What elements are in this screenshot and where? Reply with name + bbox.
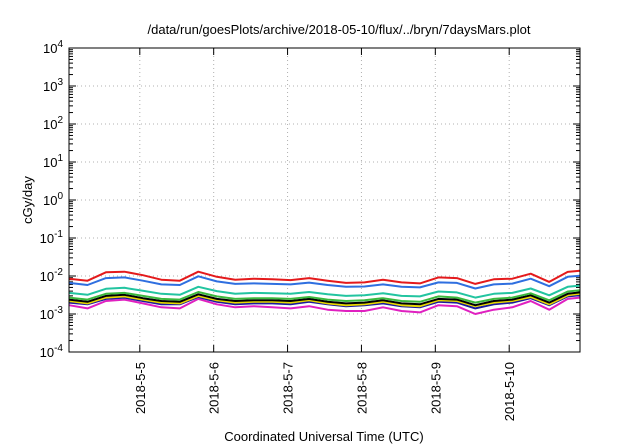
grid [69,48,580,352]
x-axis-label: Coordinated Universal Time (UTC) [224,429,423,444]
y-axis-label: cGy/day [20,176,35,224]
y-tick-label: 103 [43,77,63,94]
x-axis: 2018-5-5 2018-5-6 2018-5-7 2018-5-8 2018-5-9… [133,48,517,421]
series-line [68,284,581,299]
y-tick-label: 10-2 [40,267,64,284]
x-tick-label: 2018-5-10 [502,362,517,421]
y-tick-label: 10-1 [40,229,64,246]
x-tick-label: 2018-5-9 [428,362,443,414]
x-tick-label: 2018-5-6 [207,362,222,414]
y-tick-label: 102 [43,115,63,132]
series-line [68,292,581,308]
plot-frame [68,47,581,353]
series-line [68,291,581,307]
x-tick-label: 2018-5-7 [281,362,296,414]
y-tick-label: 104 [43,39,63,56]
series-line [68,289,581,304]
series-line [68,296,581,315]
chart-title: /data/run/goesPlots/archive/2018-05-10/f… [148,22,531,37]
x-tick-label: 2018-5-5 [133,362,148,414]
y-tick-label: 10-3 [40,305,64,322]
y-tick-label: 100 [43,191,63,208]
y-tick-label: 10-4 [40,343,64,360]
series-line [68,274,581,290]
series-line [68,269,581,285]
series-lines [68,269,581,315]
x-tick-label: 2018-5-8 [354,362,369,414]
y-tick-label: 101 [43,153,63,170]
